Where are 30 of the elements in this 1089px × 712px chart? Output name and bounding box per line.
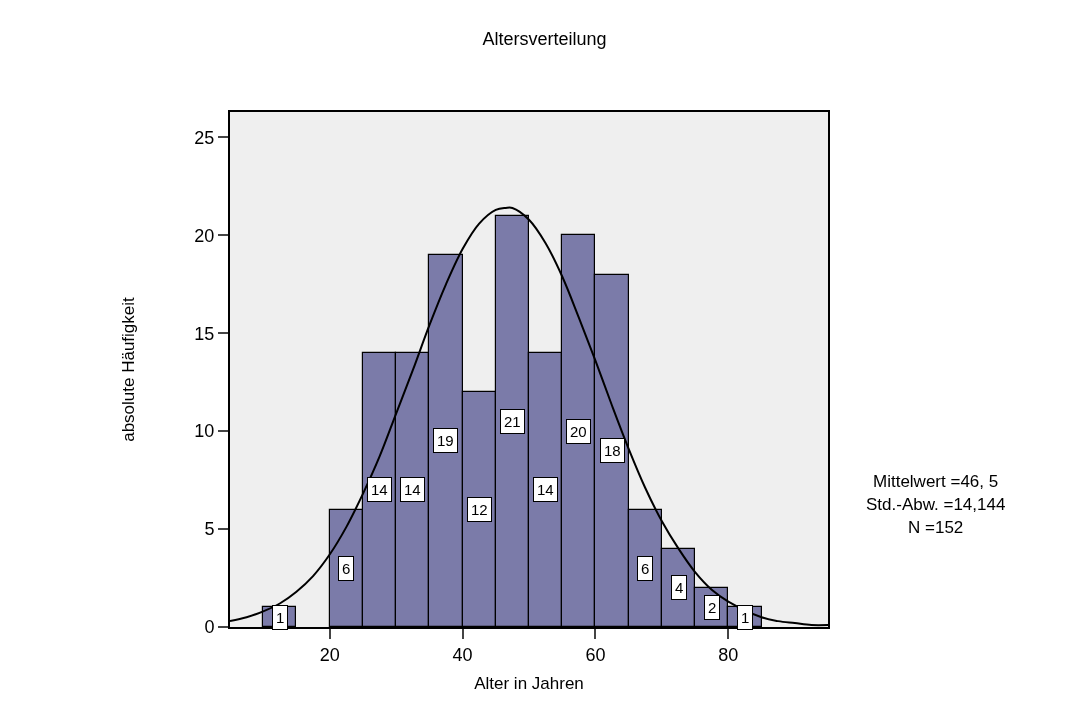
data-label: 14 xyxy=(371,481,388,498)
x-axis-title: Alter in Jahren xyxy=(474,674,584,694)
chart-title: Altersverteilung xyxy=(482,28,607,49)
text: Std.-Abw. =14,144 xyxy=(866,495,1006,514)
y-axis-title: absolute Häufigkeit xyxy=(119,296,139,442)
x-tick-label: 80 xyxy=(718,644,739,665)
data-label: 19 xyxy=(437,432,454,449)
data-label: 20 xyxy=(570,423,587,440)
data-label: 18 xyxy=(604,442,621,459)
data-label: 21 xyxy=(504,413,521,430)
text: Mittelwert =46, 5 xyxy=(873,472,999,491)
data-label: 4 xyxy=(675,579,684,596)
data-label: 6 xyxy=(342,560,351,577)
data-label: 14 xyxy=(404,481,421,498)
data-label: 14 xyxy=(537,481,554,498)
y-tick-label: 10 xyxy=(194,421,215,442)
y-tick-label: 5 xyxy=(204,519,215,540)
y-tick-label: 15 xyxy=(194,323,215,344)
data-label: 2 xyxy=(708,599,717,616)
x-tick-label: 20 xyxy=(319,644,340,665)
y-tick-label: 20 xyxy=(194,225,215,246)
data-label: 1 xyxy=(276,609,285,626)
y-tick-label: 25 xyxy=(194,127,215,148)
data-label: 6 xyxy=(641,560,650,577)
x-tick-label: 60 xyxy=(585,644,606,665)
data-label: 1 xyxy=(741,609,750,626)
data-label: 12 xyxy=(471,501,488,518)
text: N =152 xyxy=(908,518,964,537)
x-tick-label: 40 xyxy=(452,644,473,665)
y-tick-label: 0 xyxy=(204,617,215,638)
